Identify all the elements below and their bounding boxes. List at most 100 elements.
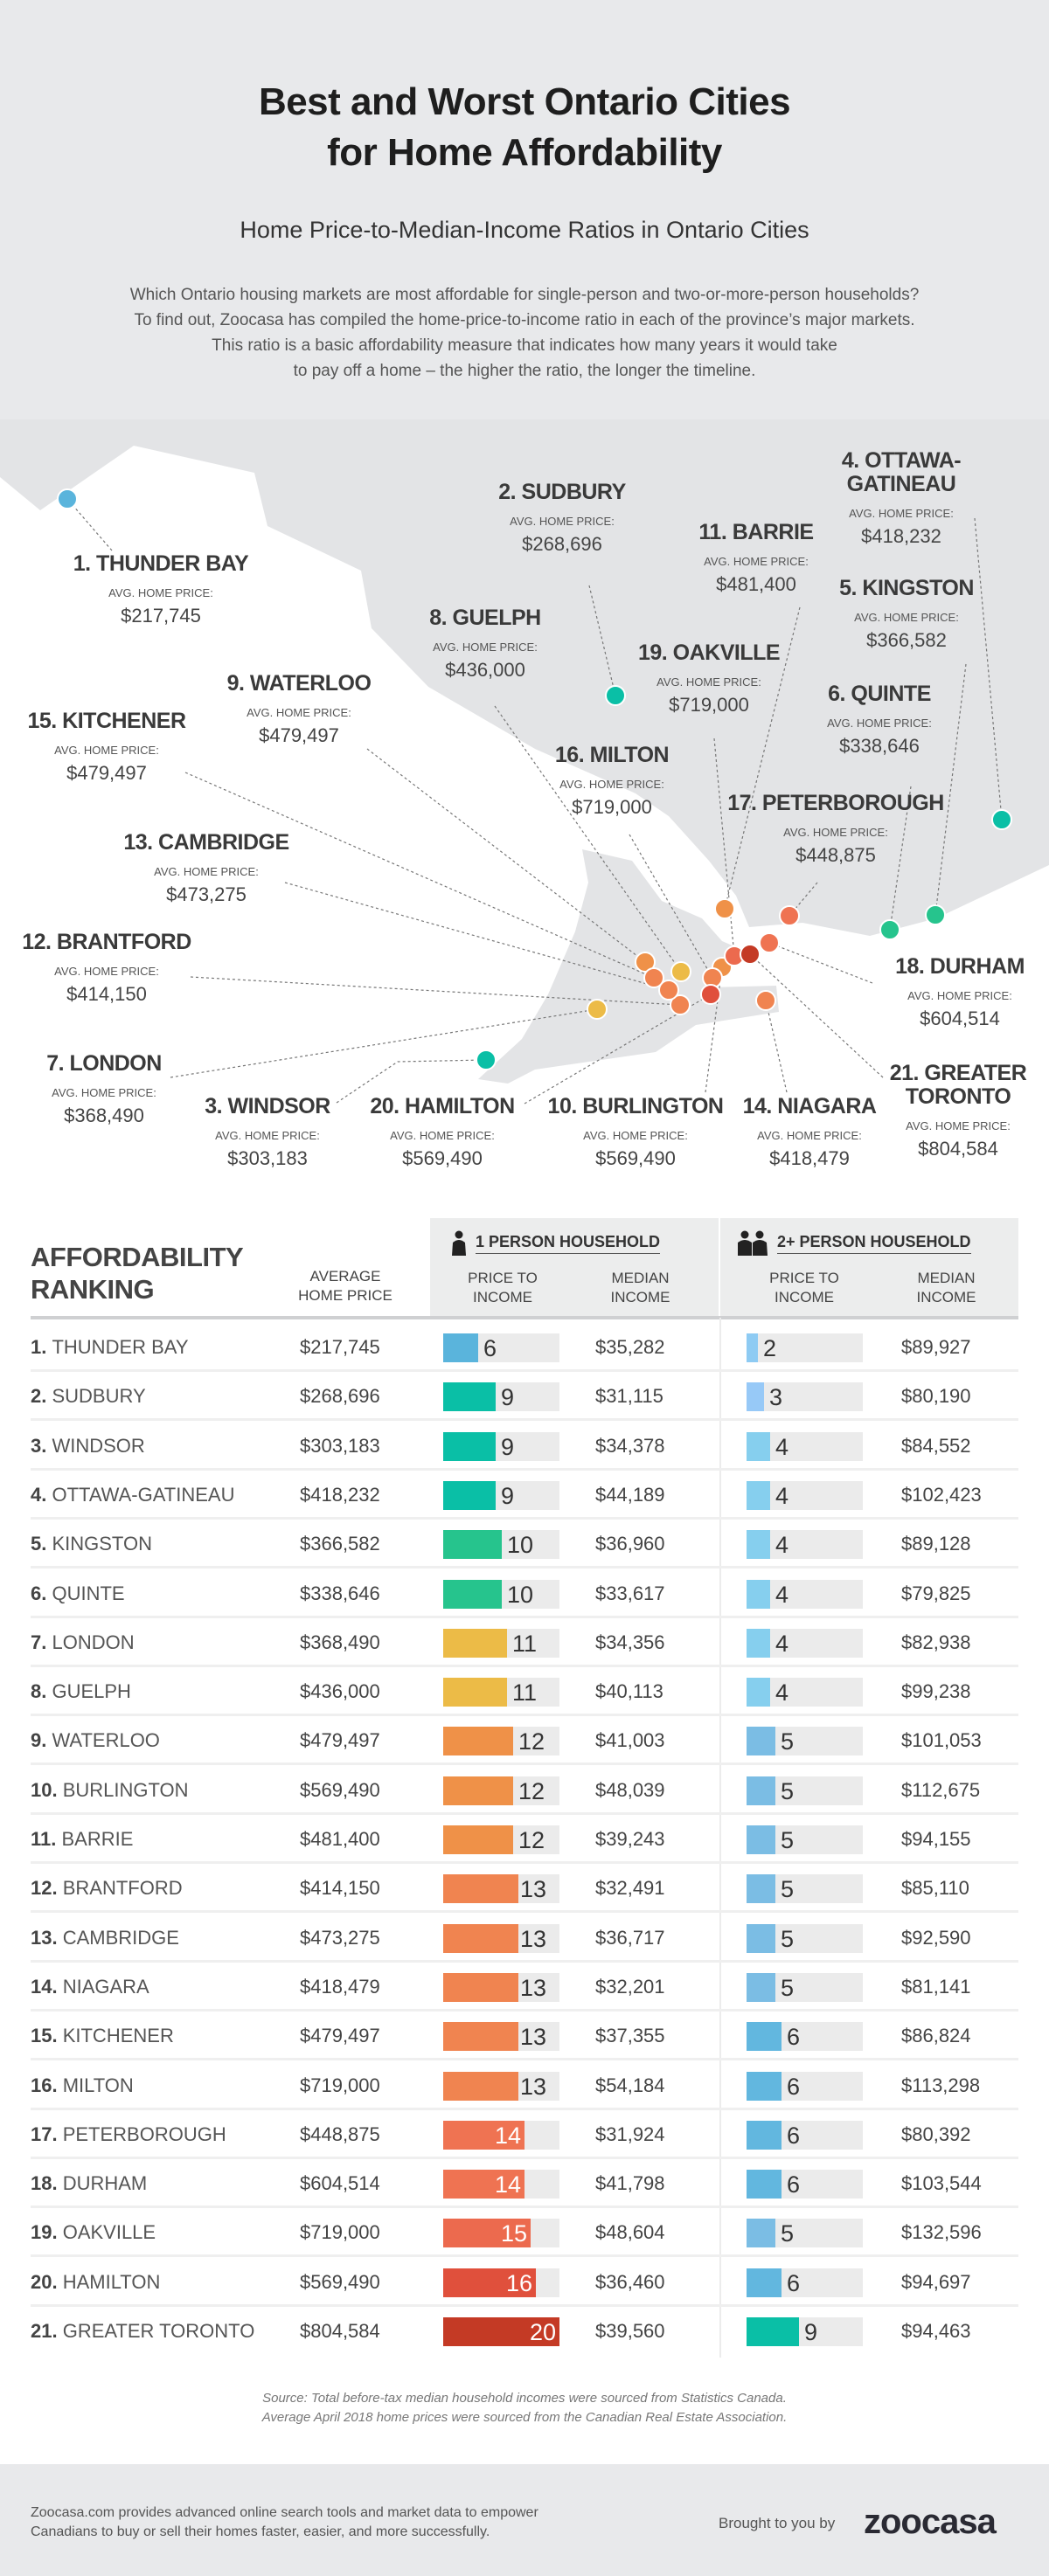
header-line: MEDIAN	[611, 1270, 670, 1286]
table-row: 13. CAMBRIDGE $473,275 13 $36,717 5 $92,590	[31, 1914, 1018, 1963]
leader-line	[724, 606, 801, 910]
ratio-bar-fill	[443, 1480, 496, 1510]
ratio-bar-fill	[747, 1923, 775, 1953]
avg-home-price: $479,497	[300, 1729, 380, 1752]
map-avg-price: $719,000	[669, 694, 749, 716]
ratio-bar-fill	[747, 1972, 775, 2002]
city-label: CAMBRIDGE	[62, 1926, 179, 1949]
leader-line	[974, 517, 1003, 821]
rank-number: 13.	[31, 1926, 63, 1949]
p1-median-income: $35,282	[595, 1336, 665, 1358]
city-marker[interactable]	[670, 994, 691, 1015]
city-marker[interactable]	[991, 809, 1012, 830]
ratio-bar-fill	[443, 1825, 513, 1854]
map-avg-price: $436,000	[445, 659, 525, 681]
leader-line	[284, 882, 670, 991]
city-marker[interactable]	[670, 961, 691, 982]
map-graphic	[0, 419, 1049, 1197]
city-name: 1. THUNDER BAY	[31, 1323, 189, 1372]
ratio-bar-track: 11	[443, 1678, 559, 1707]
city-marker[interactable]	[700, 984, 721, 1005]
p1-median-income: $44,189	[595, 1483, 665, 1506]
city-marker[interactable]	[476, 1049, 497, 1070]
table-row: 19. OAKVILLE $719,000 15 $48,604 5 $132,596	[31, 2208, 1018, 2258]
city-label: GREATER TORONTO	[62, 2320, 255, 2342]
p1-median-income: $37,355	[595, 2025, 665, 2047]
ratio-bar-track: 9	[443, 1431, 559, 1461]
ratio-bar-fill	[443, 2071, 518, 2101]
rank-number: 14.	[31, 1975, 63, 1998]
p2-median-income: $101,053	[901, 1729, 982, 1752]
table-row: 10. BURLINGTON $569,490 12 $48,039 5 $112,675	[31, 1766, 1018, 1815]
ratio-value: 2	[763, 1335, 777, 1361]
city-marker[interactable]	[759, 932, 780, 953]
ratio-bar-fill	[747, 1874, 775, 1904]
ratio-value: 10	[507, 1532, 534, 1559]
avg-price-header: AVERAGE HOME PRICE	[280, 1267, 411, 1305]
ratio-bar-fill	[443, 2120, 524, 2150]
city-label: KITCHENER	[62, 2025, 174, 2047]
avg-home-price: $569,490	[300, 2270, 380, 2293]
ratio-bar-track: 5	[747, 1727, 863, 1756]
map-city-label: 11. BARRIE AVG. HOME PRICE: $481,400	[643, 521, 870, 596]
ratio-bar-track: 6	[747, 2268, 863, 2297]
city-marker[interactable]	[605, 685, 626, 706]
ratio-bar-track: 5	[747, 1972, 863, 2002]
page-subtitle: Home Price-to-Median-Income Ratios in On…	[240, 217, 809, 243]
ratio-value: 5	[781, 2220, 795, 2247]
table-row: 14. NIAGARA $418,479 13 $32,201 5 $81,141	[31, 1963, 1018, 2012]
rank-number: 3.	[31, 1434, 52, 1457]
table-row: 16. MILTON $719,000 13 $54,184 6 $113,298	[31, 2061, 1018, 2110]
ratio-bar-fill	[443, 1579, 502, 1609]
avg-price-label: AVG. HOME PRICE:	[52, 1086, 156, 1099]
city-marker[interactable]	[658, 980, 679, 1001]
map-city-name: 15. KITCHENER	[27, 709, 186, 733]
ratio-bar-track: 15	[443, 2219, 559, 2248]
map-city-label: 10. BURLINGTON AVG. HOME PRICE: $569,490	[522, 1095, 749, 1170]
ratio-value: 5	[781, 1974, 795, 2001]
city-name: 14. NIAGARA	[31, 1963, 149, 2012]
p1-income-header: MEDIAN INCOME	[586, 1269, 695, 1307]
avg-home-price: $303,183	[300, 1434, 380, 1457]
map-avg-price: $473,275	[166, 883, 247, 905]
city-label: OAKVILLE	[62, 2221, 156, 2244]
city-name: 6. QUINTE	[31, 1569, 125, 1618]
city-marker[interactable]	[879, 919, 900, 940]
city-marker[interactable]	[740, 944, 761, 965]
ratio-bar-fill	[747, 1579, 770, 1609]
brought-by-text: Brought to you by	[719, 2515, 836, 2531]
ratio-bar-track: 6	[747, 2022, 863, 2052]
ratio-value: 16	[505, 2269, 532, 2296]
ratio-bar-fill	[747, 1333, 758, 1362]
map-city-name: 6. QUINTE	[828, 682, 931, 706]
map-city-label: 16. MILTON AVG. HOME PRICE: $719,000	[498, 744, 726, 819]
city-marker[interactable]	[643, 967, 664, 988]
city-marker[interactable]	[925, 904, 946, 925]
city-marker[interactable]	[755, 990, 776, 1011]
city-marker[interactable]	[714, 898, 735, 919]
map-city-label: 15. KITCHENER AVG. HOME PRICE: $479,497	[0, 710, 220, 785]
city-marker[interactable]	[57, 488, 78, 509]
ratio-bar-track: 12	[443, 1825, 559, 1854]
table-row: 4. OTTAWA-GATINEAU $418,232 9 $44,189 4 $102,…	[31, 1471, 1018, 1520]
zoocasa-logo[interactable]: zoocasa	[864, 2503, 997, 2541]
ratio-bar-track: 4	[747, 1480, 863, 1510]
avg-price-label: AVG. HOME PRICE:	[54, 965, 159, 978]
p2-median-income: $89,128	[901, 1533, 971, 1555]
map-city-name: 4. OTTAWA-GATINEAU	[841, 448, 962, 496]
avg-price-label: AVG. HOME PRICE:	[783, 826, 888, 839]
leader-line	[629, 834, 713, 979]
city-marker[interactable]	[635, 952, 656, 973]
ratio-bar-track: 20	[443, 2317, 559, 2346]
city-marker[interactable]	[779, 905, 800, 926]
leader-line	[934, 663, 967, 916]
ratio-bar-fill	[443, 1776, 513, 1805]
ratio-value: 11	[512, 1630, 538, 1657]
city-name: 17. PETERBOROUGH	[31, 2110, 226, 2159]
map-city-label: 6. QUINTE AVG. HOME PRICE: $338,646	[766, 682, 993, 758]
page-title-line2: for Home Affordability	[327, 131, 722, 174]
p2-median-income: $132,596	[901, 2221, 982, 2244]
city-marker[interactable]	[587, 999, 608, 1020]
p2-median-income: $102,423	[901, 1483, 982, 1506]
p2-median-income: $82,938	[901, 1631, 971, 1653]
